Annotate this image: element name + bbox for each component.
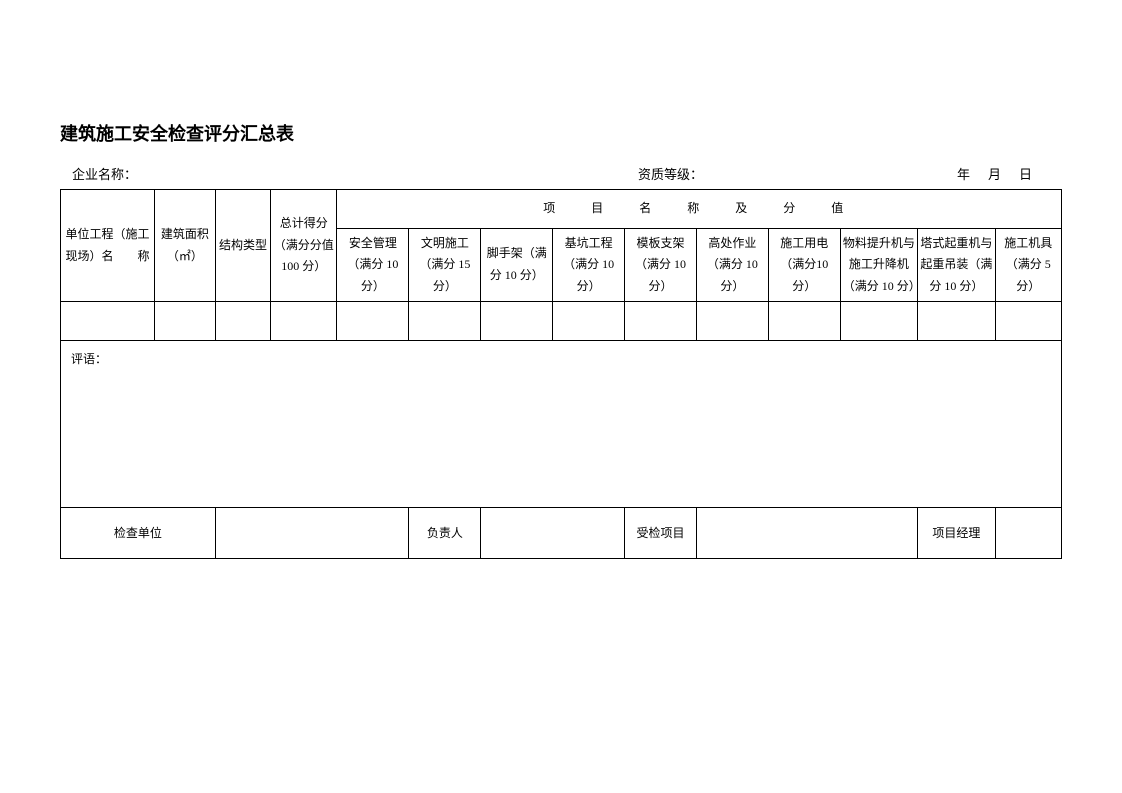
header-s5: 模板支架（满分 10 分） (625, 228, 697, 302)
date-label: 年月日 (870, 164, 1050, 183)
sig-leader-value[interactable] (481, 508, 625, 559)
sig-manager-label: 项目经理 (918, 508, 995, 559)
header-s1: 安全管理（满分 10 分） (337, 228, 409, 302)
sig-inspect-unit-value[interactable] (215, 508, 409, 559)
sig-project-value[interactable] (696, 508, 917, 559)
header-area: 建筑面积（㎡） (155, 190, 216, 302)
header-s3: 脚手架（满分 10 分） (481, 228, 553, 302)
cell[interactable] (409, 302, 481, 341)
cell[interactable] (61, 302, 155, 341)
cell[interactable] (337, 302, 409, 341)
cell[interactable] (995, 302, 1061, 341)
header-s4: 基坑工程（满分 10 分） (553, 228, 625, 302)
score-table: 单位工程（施工现场）名 称 建筑面积（㎡） 结构类型 总计得分（满分分值 100… (60, 189, 1062, 559)
header-structure: 结构类型 (215, 190, 270, 302)
company-label: 企业名称： (72, 164, 471, 183)
page-title: 建筑施工安全检查评分汇总表 (60, 120, 1062, 146)
sig-inspect-unit-label: 检查单位 (61, 508, 216, 559)
sig-project-label: 受检项目 (625, 508, 697, 559)
header-s2: 文明施工（满分 15 分） (409, 228, 481, 302)
cell[interactable] (481, 302, 553, 341)
header-s8: 物料提升机与施工升降机（满分 10 分） (840, 228, 917, 302)
header-section: 项 目 名 称 及 分 值 (337, 190, 1062, 229)
header-s6: 高处作业（满分 10 分） (696, 228, 768, 302)
table-row (61, 302, 1062, 341)
comment-cell[interactable]: 评语： (61, 341, 1062, 508)
cell[interactable] (768, 302, 840, 341)
meta-row: 企业名称： 资质等级： 年月日 (72, 164, 1050, 183)
header-total: 总计得分（满分分值 100 分） (271, 190, 337, 302)
sig-leader-label: 负责人 (409, 508, 481, 559)
cell[interactable] (271, 302, 337, 341)
cell[interactable] (215, 302, 270, 341)
sig-manager-value[interactable] (995, 508, 1061, 559)
cell[interactable] (155, 302, 216, 341)
header-s10: 施工机具（满分 5 分） (995, 228, 1061, 302)
cell[interactable] (696, 302, 768, 341)
grade-label: 资质等级： (471, 164, 870, 183)
header-s7: 施工用电（满分10 分） (768, 228, 840, 302)
cell[interactable] (553, 302, 625, 341)
cell[interactable] (840, 302, 917, 341)
cell[interactable] (625, 302, 697, 341)
header-s9: 塔式起重机与起重吊装（满分 10 分） (918, 228, 995, 302)
cell[interactable] (918, 302, 995, 341)
header-project-name: 单位工程（施工现场）名 称 (61, 190, 155, 302)
